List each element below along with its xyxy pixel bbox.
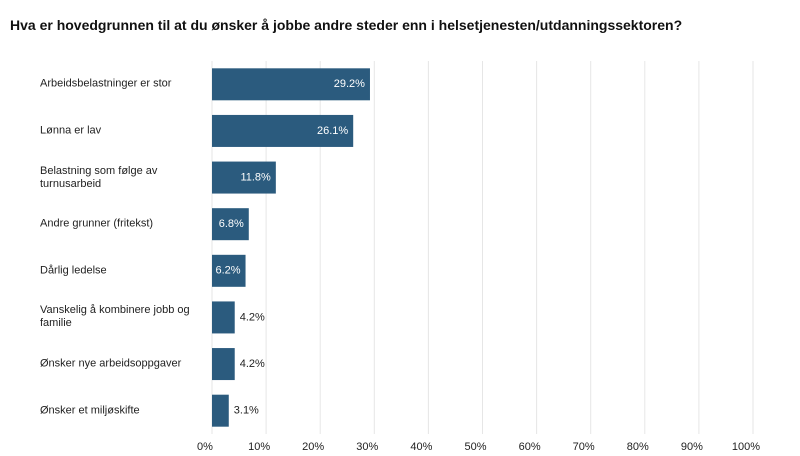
category-label: Vanskelig å kombinere jobb og familie — [40, 304, 190, 330]
x-tick-label: 0% — [197, 441, 213, 453]
x-tick-label: 90% — [681, 441, 703, 453]
category-label: Arbeidsbelastninger er stor — [40, 77, 172, 90]
value-label: 4.2% — [240, 358, 265, 370]
x-tick-label: 100% — [732, 441, 760, 453]
x-tick-label: 30% — [356, 441, 378, 453]
bar — [212, 68, 370, 101]
value-label: 4.2% — [240, 311, 265, 323]
value-label: 3.1% — [234, 405, 259, 417]
x-tick-label: 20% — [302, 441, 324, 453]
category-label: Dårlig ledelse — [40, 264, 107, 277]
x-tick-label: 50% — [464, 441, 486, 453]
value-label: 6.8% — [219, 218, 244, 230]
bar — [212, 254, 246, 287]
category-label: Andre grunner (fritekst) — [40, 217, 154, 230]
value-label: 6.2% — [215, 265, 240, 277]
bar — [212, 161, 276, 194]
bar — [212, 114, 354, 147]
value-label: 29.2% — [334, 78, 365, 90]
bar — [212, 208, 249, 241]
x-tick-label: 80% — [627, 441, 649, 453]
x-tick-label: 10% — [248, 441, 270, 453]
x-tick-label: 60% — [519, 441, 541, 453]
value-label: 26.1% — [317, 125, 348, 137]
value-label: 11.8% — [240, 171, 271, 183]
category-label: Lønna er lav — [40, 124, 102, 137]
bar — [212, 301, 235, 334]
category-label: Ønsker et miljøskifte — [40, 404, 140, 417]
x-tick-label: 40% — [410, 441, 432, 453]
category-label: Belastning som følge av turnusarbeid — [40, 164, 158, 190]
category-label: Ønsker nye arbeidsoppgaver — [40, 357, 182, 370]
chart-title: Hva er hovedgrunnen til at du ønsker å j… — [10, 17, 683, 33]
bar — [212, 348, 235, 381]
x-tick-label: 70% — [573, 441, 595, 453]
bar — [212, 394, 229, 427]
